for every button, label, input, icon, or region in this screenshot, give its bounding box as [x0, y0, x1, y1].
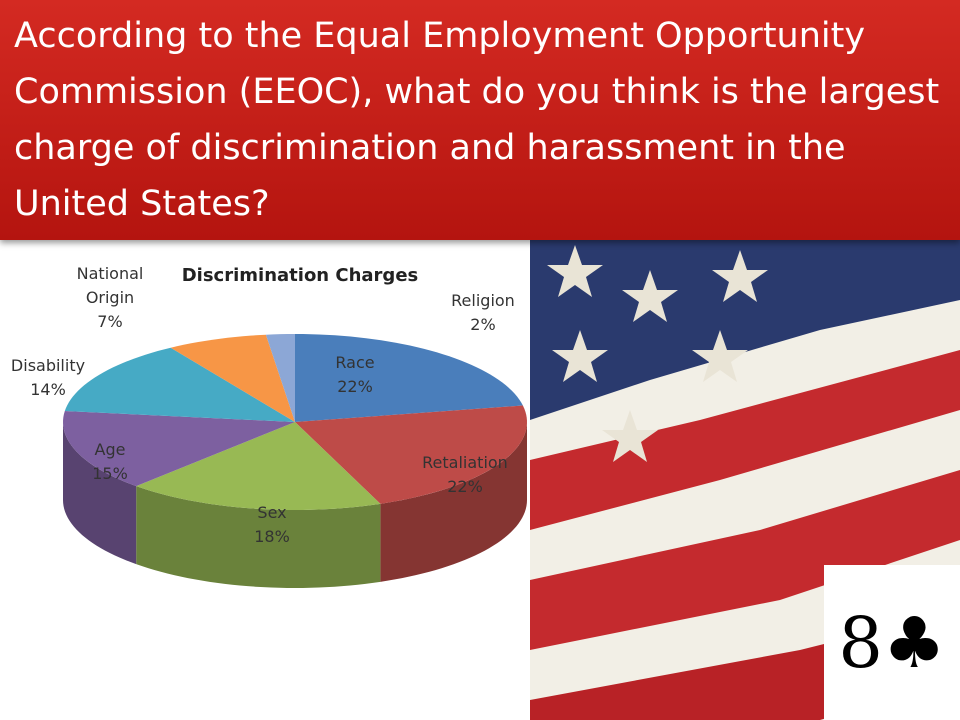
data-label: Religion 2% [423, 289, 543, 337]
value-label: 14% [30, 380, 66, 399]
pie-slice [64, 347, 295, 422]
data-label: Age 15% [50, 438, 170, 486]
category-label: Retaliation [422, 453, 508, 472]
pie-slice [265, 334, 295, 422]
pie-slice [136, 422, 381, 510]
value-label: 7% [97, 312, 123, 331]
data-label: Disability 14% [0, 354, 108, 402]
value-label: 18% [254, 527, 290, 546]
pie-slice-side [136, 486, 381, 588]
pie-slice-side [380, 422, 527, 582]
value-label: 22% [337, 377, 373, 396]
category-label: Sex [257, 503, 287, 522]
value-label: 2% [470, 315, 496, 334]
category-label: Disability [10, 356, 86, 375]
pie-slice-side [63, 422, 137, 565]
category-label: Race [335, 353, 375, 372]
category-label: Age [94, 440, 126, 459]
pie-slice [63, 410, 295, 487]
pie-slice [295, 405, 527, 504]
pie-slice [170, 334, 295, 422]
category-label: Religion [451, 291, 515, 310]
slide-title: According to the Equal Employment Opport… [0, 0, 960, 240]
data-label: National Origin 7% [65, 262, 155, 334]
data-label: Retaliation 22% [405, 451, 525, 499]
data-label: Sex 18% [212, 501, 332, 549]
pie-slice [295, 334, 523, 422]
data-label: Race 22% [295, 351, 415, 399]
value-label: 15% [92, 464, 128, 483]
value-label: 22% [447, 477, 483, 496]
chart-title: Discrimination Charges [182, 265, 419, 286]
category-label: National Origin [76, 264, 144, 307]
flag [530, 240, 960, 720]
card: 8♣ [824, 565, 960, 720]
